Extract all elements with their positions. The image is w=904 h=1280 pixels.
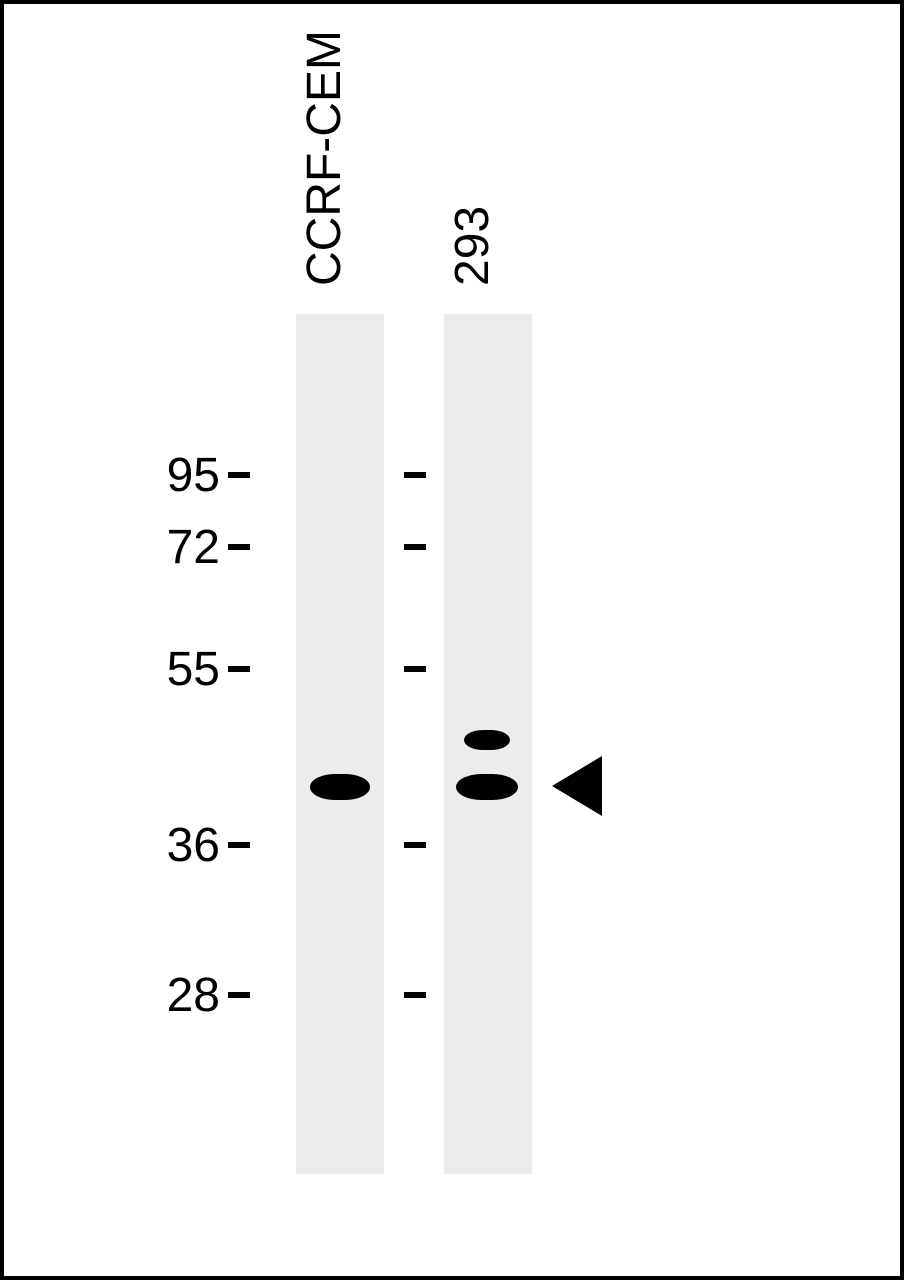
tick-mid-36 bbox=[404, 842, 426, 848]
mw-label-36: 36 bbox=[124, 818, 220, 873]
lane-ccrf-cem bbox=[296, 314, 384, 1174]
tick-left-55 bbox=[228, 666, 250, 672]
mw-label-28: 28 bbox=[124, 968, 220, 1023]
tick-mid-72 bbox=[404, 544, 426, 550]
tick-mid-55 bbox=[404, 666, 426, 672]
band-lane2-upper bbox=[464, 730, 510, 750]
tick-left-95 bbox=[228, 472, 250, 478]
tick-left-28 bbox=[228, 992, 250, 998]
lane-label-2: 293 bbox=[445, 206, 500, 286]
band-lane2-main bbox=[456, 774, 518, 800]
lane-label-1: CCRF-CEM bbox=[297, 30, 352, 286]
blot-frame: CCRF-CEM 293 95 72 55 36 28 bbox=[0, 0, 904, 1280]
tick-left-72 bbox=[228, 544, 250, 550]
tick-mid-95 bbox=[404, 472, 426, 478]
mw-label-95: 95 bbox=[124, 448, 220, 503]
target-arrow-icon bbox=[552, 756, 602, 816]
tick-left-36 bbox=[228, 842, 250, 848]
tick-mid-28 bbox=[404, 992, 426, 998]
mw-label-55: 55 bbox=[124, 642, 220, 697]
mw-label-72: 72 bbox=[124, 520, 220, 575]
band-lane1-main bbox=[310, 774, 370, 800]
